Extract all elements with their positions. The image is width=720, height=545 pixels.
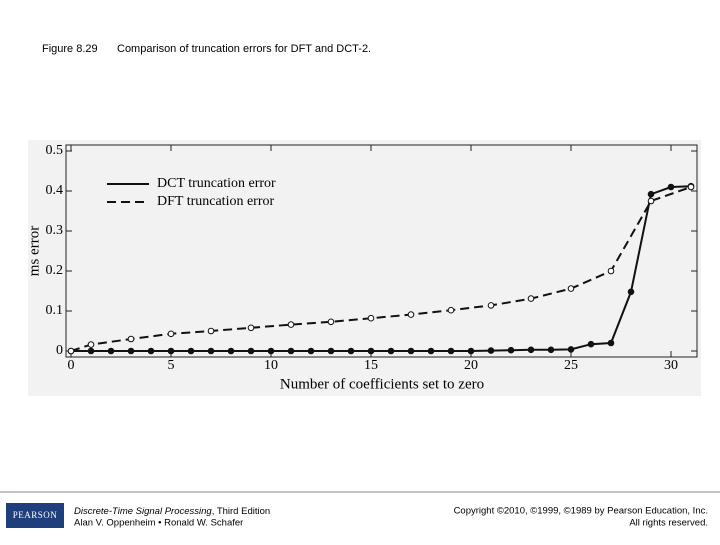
data-point	[87, 341, 95, 348]
logo-box	[6, 503, 64, 528]
data-point	[447, 306, 455, 314]
data-point	[207, 327, 215, 335]
x-axis-label: Number of coefficients set to zero	[280, 376, 484, 392]
x-tick-label: 10	[264, 358, 278, 373]
data-point	[547, 346, 555, 354]
y-tick-label: 0.4	[46, 183, 64, 198]
data-point	[487, 302, 495, 309]
data-point	[247, 324, 255, 332]
book-title: Discrete-Time Signal Processing	[74, 506, 212, 517]
caption-text: Comparison of truncation errors for DFT …	[117, 43, 371, 55]
data-point	[327, 347, 335, 355]
data-point	[187, 347, 195, 355]
plot-frame	[65, 144, 698, 358]
data-point	[387, 347, 395, 355]
y-tick-label: 0	[56, 343, 63, 358]
data-point	[467, 347, 475, 355]
x-tick-label: 30	[664, 358, 678, 373]
caption-label: Figure 8.29	[42, 43, 98, 55]
data-point	[287, 321, 295, 328]
data-point	[507, 346, 515, 354]
data-point	[87, 347, 95, 355]
data-point	[647, 197, 655, 205]
y-tick-label: 0.3	[46, 223, 64, 238]
data-point	[347, 347, 355, 355]
data-point	[127, 335, 135, 343]
data-point	[647, 190, 655, 198]
x-tick-label: 25	[564, 358, 578, 373]
book-edition: , Third Edition	[212, 506, 270, 517]
data-point	[327, 318, 335, 326]
data-point	[667, 183, 675, 191]
y-tick-label: 0.5	[46, 143, 64, 158]
data-point	[207, 347, 215, 355]
rights: All rights reserved.	[629, 518, 708, 529]
data-point	[687, 183, 695, 191]
x-tick-label: 0	[68, 358, 75, 373]
data-point	[167, 330, 175, 338]
data-point	[447, 347, 455, 355]
data-point	[587, 340, 595, 348]
data-point	[407, 347, 415, 355]
series-line	[71, 185, 692, 352]
data-point	[527, 346, 535, 354]
data-point	[407, 311, 415, 318]
data-point	[287, 347, 295, 355]
legend-label: DCT truncation error	[157, 176, 276, 191]
data-point	[307, 347, 315, 355]
data-point	[607, 267, 615, 275]
data-point	[567, 285, 575, 292]
data-point	[127, 347, 135, 355]
data-point	[527, 295, 535, 302]
legend-label: DFT truncation error	[157, 194, 274, 209]
logo-text: PEARSON	[13, 510, 58, 520]
data-point	[247, 347, 255, 355]
data-point	[147, 347, 155, 355]
data-point	[607, 339, 615, 347]
data-point	[67, 347, 75, 355]
data-point	[367, 347, 375, 355]
copyright: Copyright ©2010, ©1999, ©1989 by Pearson…	[454, 506, 708, 517]
y-axis-label: ms error	[26, 226, 42, 276]
y-tick-label: 0.1	[46, 303, 64, 318]
data-point	[167, 347, 175, 355]
data-point	[567, 346, 575, 353]
figure-background	[28, 140, 701, 396]
data-point	[487, 347, 495, 354]
book-line: Discrete-Time Signal Processing, Third E…	[74, 506, 270, 517]
data-point	[427, 347, 435, 355]
x-tick-label: 5	[168, 358, 175, 373]
x-tick-label: 20	[464, 358, 478, 373]
x-tick-label: 15	[364, 358, 378, 373]
authors: Alan V. Oppenheim • Ronald W. Schafer	[74, 518, 243, 529]
data-point	[627, 288, 635, 296]
data-point	[107, 347, 115, 355]
data-point	[267, 347, 275, 355]
y-tick-label: 0.2	[46, 263, 64, 278]
data-point	[227, 347, 235, 355]
data-point	[367, 314, 375, 322]
